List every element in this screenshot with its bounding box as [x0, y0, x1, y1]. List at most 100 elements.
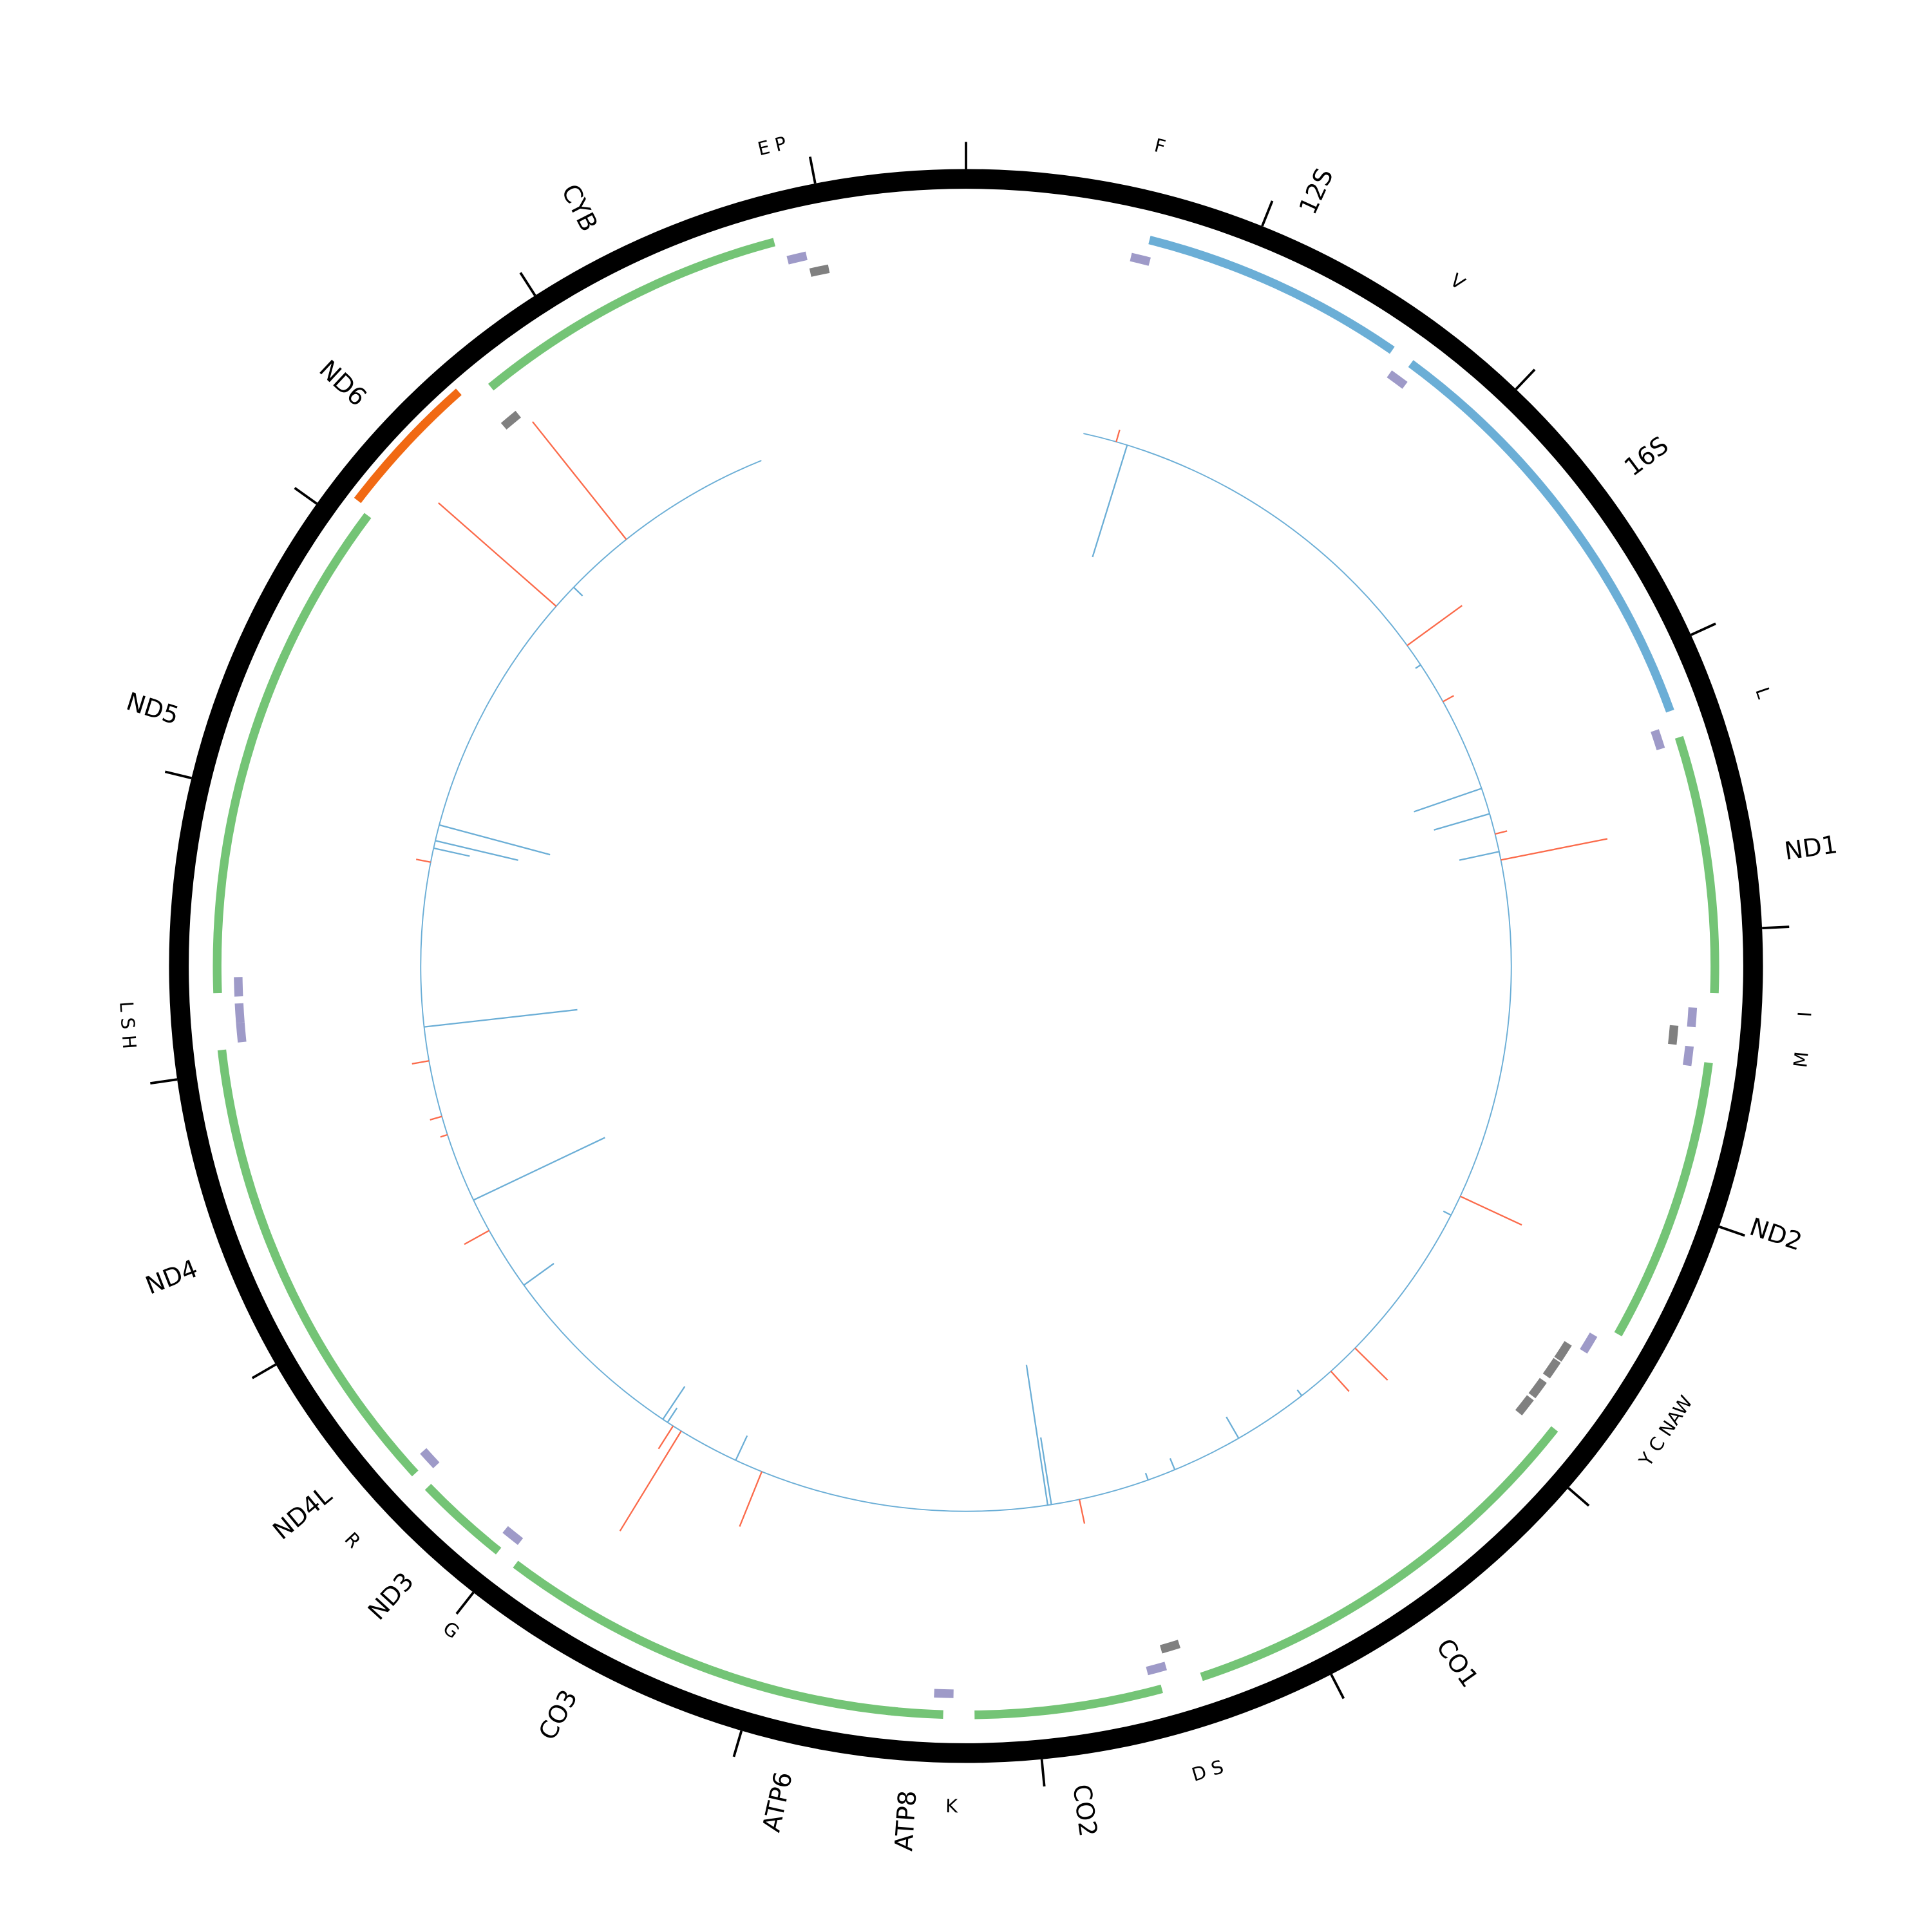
negative-bar	[1025, 1365, 1049, 1506]
gene-arcs	[213, 236, 1719, 1719]
gene-arc-16s	[1408, 360, 1674, 713]
gene-label: ATP8	[889, 1790, 922, 1852]
trna-plus-mark	[420, 1448, 440, 1468]
trna-label: I	[1794, 1011, 1815, 1018]
tick-mark	[294, 487, 318, 505]
trna-plus-mark	[934, 1689, 954, 1698]
gene-arc-cyb	[488, 238, 775, 391]
tick-mark	[1567, 1486, 1590, 1507]
gene-arc-atp6	[708, 1665, 898, 1716]
gene-label: CO2	[1066, 1783, 1103, 1839]
negative-bar	[1414, 788, 1482, 813]
trna-label: G	[439, 1617, 463, 1643]
trna-label: V	[1446, 269, 1470, 294]
gene-label: ND3	[363, 1567, 420, 1625]
trna-minus-mark	[1542, 1358, 1561, 1379]
negative-bar	[1434, 813, 1490, 831]
gene-label: ND1	[1783, 830, 1839, 866]
trna-marks	[234, 251, 1698, 1698]
gene-arc-nd4	[217, 1049, 368, 1415]
positive-bar	[619, 1430, 682, 1531]
gene-label: ND5	[123, 687, 182, 731]
negative-bar	[523, 1263, 554, 1286]
gene-label: ND4	[142, 1254, 202, 1300]
positive-bar	[1115, 430, 1121, 442]
negative-bar	[735, 1435, 748, 1461]
trna-plus-mark	[1130, 252, 1151, 266]
negative-bar	[435, 840, 518, 861]
negative-bar	[1296, 1389, 1303, 1396]
negative-bar	[473, 1137, 605, 1201]
trna-plus-mark	[234, 1003, 245, 1023]
negative-bar	[573, 587, 583, 597]
tick-mark	[455, 1591, 475, 1615]
positive-bar	[1443, 695, 1454, 703]
trna-plus-mark	[234, 977, 243, 997]
positive-bar	[1330, 1370, 1350, 1392]
trna-label: L S H	[115, 1001, 140, 1050]
positive-bar	[415, 858, 431, 863]
positive-bar	[430, 1115, 442, 1121]
tick-mark	[519, 272, 536, 296]
tick-mark	[164, 770, 192, 780]
gene-arc-nd2	[1614, 1062, 1713, 1337]
negative-bar	[662, 1386, 686, 1420]
gene-label: CYB	[555, 180, 603, 236]
gene-arc-nd1	[1674, 735, 1719, 994]
trna-plus-mark	[1687, 1007, 1698, 1028]
positive-bar	[412, 1060, 430, 1065]
tick-mark	[808, 156, 817, 184]
trna-plus-mark	[1683, 1045, 1694, 1066]
gene-label: ATP6	[757, 1769, 799, 1835]
positive-bar	[440, 1133, 448, 1138]
trna-minus-mark	[500, 410, 521, 430]
trna-plus-mark	[236, 1022, 247, 1043]
trna-label: K	[945, 1795, 959, 1817]
negative-bar	[1443, 1210, 1452, 1216]
positive-bar	[1078, 1499, 1086, 1524]
positive-bar	[1406, 605, 1463, 647]
trna-minus-mark	[1159, 1640, 1180, 1654]
gene-label: 12S	[1294, 164, 1340, 219]
tick-mark	[1330, 1674, 1345, 1700]
negative-bar	[1459, 851, 1500, 861]
trna-plus-mark	[502, 1526, 524, 1546]
negative-bar	[1039, 1437, 1052, 1505]
backbone-ring	[150, 142, 1790, 1787]
trna-minus-mark	[1528, 1378, 1547, 1399]
gene-label: 16S	[1619, 431, 1674, 482]
positive-bar	[532, 421, 627, 540]
negative-bar	[433, 847, 470, 857]
gene-label: ND6	[314, 355, 372, 412]
positive-bar	[464, 1229, 490, 1245]
positive-bar	[438, 502, 557, 607]
tick-mark	[1762, 925, 1790, 930]
gene-arc-nd6	[354, 388, 462, 504]
negative-bar	[1226, 1416, 1240, 1439]
positive-bar	[1495, 830, 1508, 835]
trna-minus-mark	[1515, 1395, 1534, 1416]
gene-label: ND4L	[267, 1481, 337, 1546]
gene-arc-co3	[513, 1560, 712, 1674]
trna-label: Y C NAW	[1634, 1392, 1697, 1471]
trna-plus-mark	[786, 251, 808, 265]
trna-plus-mark	[1387, 370, 1408, 389]
tick-mark	[251, 1363, 277, 1379]
gene-arc-nd3	[424, 1484, 502, 1555]
gene-label: ND2	[1746, 1213, 1806, 1257]
gene-arc-co2	[974, 1684, 1163, 1719]
positive-bar	[739, 1471, 762, 1527]
track-baseline	[420, 433, 1512, 1512]
negative-bar	[667, 1407, 678, 1423]
variant-track	[412, 421, 1608, 1531]
tick-mark	[732, 1730, 743, 1757]
tick-mark	[1040, 1759, 1046, 1787]
trna-minus-mark	[1668, 1025, 1679, 1045]
trna-minus-mark	[809, 264, 830, 277]
tick-mark	[1515, 368, 1536, 390]
labels: 12S 16S ND1 ND2 CO1 CO2 ATP8 ATP6 CO3 ND3 ND4L ND4 N…	[115, 132, 1839, 1852]
trna-label: L	[1751, 685, 1775, 701]
trna-minus-mark	[1554, 1341, 1572, 1362]
